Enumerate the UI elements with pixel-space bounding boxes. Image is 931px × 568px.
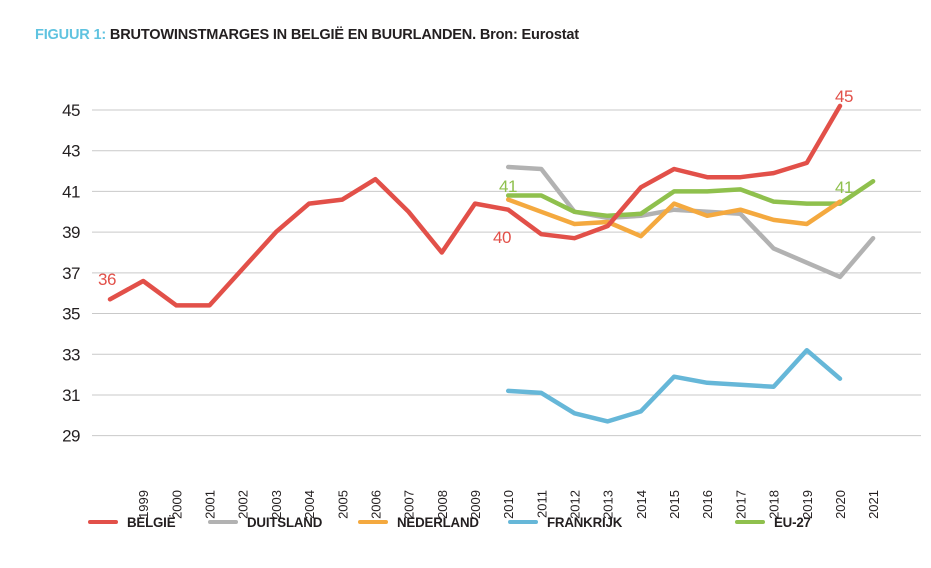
y-tick-label: 31 (62, 386, 80, 405)
annotation-45: 45 (835, 87, 853, 106)
annotation-41: 41 (499, 177, 517, 196)
x-tick-label: 2013 (601, 490, 616, 519)
x-tick-label: 2019 (800, 490, 815, 519)
x-tick-label: 2021 (866, 490, 881, 519)
y-tick-label: 41 (62, 182, 80, 201)
x-tick-label: 2011 (534, 490, 549, 518)
x-tick-label: 2020 (833, 490, 848, 519)
y-tick-label: 45 (62, 101, 80, 120)
x-tick-label: 2017 (733, 490, 748, 519)
series-line-nederland (505, 197, 843, 239)
x-tick-label: 2010 (501, 490, 516, 519)
x-tick-label: 2001 (203, 490, 218, 519)
x-tick-label: 2007 (402, 490, 417, 519)
y-tick-label: 39 (62, 223, 80, 242)
y-tick-label: 43 (62, 142, 80, 161)
y-tick-label: 35 (62, 305, 80, 324)
x-tick-label: 2008 (435, 490, 450, 519)
x-tick-label: 2009 (468, 490, 483, 519)
x-tick-label: 2003 (269, 490, 284, 519)
series-line-eu27 (505, 178, 876, 219)
x-tick-label: 2016 (700, 490, 715, 519)
chart-source: Bron: Eurostat (479, 26, 579, 43)
x-tick-label: 2015 (667, 490, 682, 519)
x-tick-label: 2014 (634, 490, 649, 519)
y-tick-label: 37 (62, 264, 80, 283)
x-tick-label: 1999 (136, 490, 151, 519)
x-tick-label: 2004 (302, 490, 317, 519)
figure-label: FIGUUR 1: (35, 26, 107, 43)
x-tick-label: 2000 (169, 490, 184, 519)
series-line-belgi (107, 103, 843, 308)
annotation-36: 36 (98, 270, 116, 289)
x-tick-label: 2006 (368, 490, 383, 519)
y-tick-label: 29 (62, 427, 80, 446)
series-line-frankrijk (505, 347, 843, 424)
x-tick-label: 2018 (767, 490, 782, 519)
annotation-40: 40 (493, 228, 511, 247)
chart-title: FIGUUR 1: BRUTOWINSTMARGES IN BELGIË EN B… (35, 26, 579, 43)
chart-title-text: BRUTOWINSTMARGES IN BELGIË EN BUURLANDEN… (109, 26, 476, 43)
annotation-41: 41 (835, 178, 853, 197)
x-tick-label: 2005 (335, 490, 350, 519)
x-tick-label: 2002 (236, 490, 251, 519)
y-tick-label: 33 (62, 345, 80, 364)
x-tick-label: 2012 (568, 490, 583, 519)
